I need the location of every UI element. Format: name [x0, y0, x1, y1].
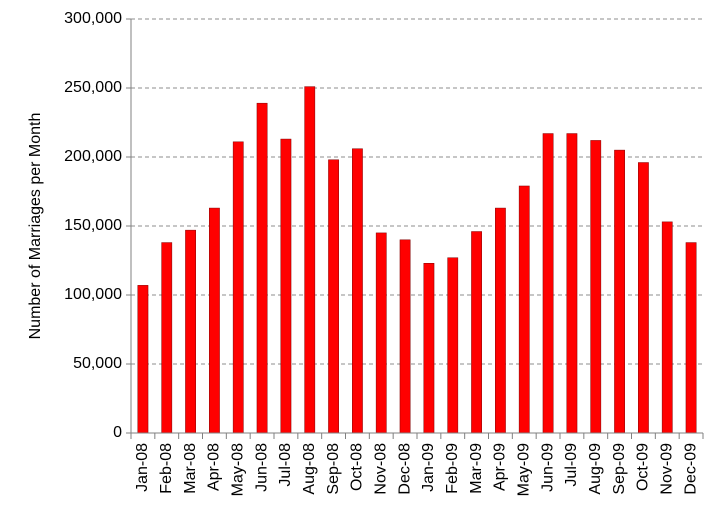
x-tick-label: Feb-08 — [158, 443, 175, 494]
x-tick-label: Sep-09 — [611, 443, 628, 495]
x-tick-label: Aug-08 — [301, 443, 318, 495]
y-tick-labels: 0 50,000 100,000 150,000 200,000 250,000 300,0… — [64, 10, 131, 441]
bar-apr-09 — [495, 207, 506, 434]
x-tick-label: Oct-09 — [635, 443, 652, 491]
bar-dec-08 — [399, 239, 411, 434]
y-tick-label: 100,000 — [64, 286, 122, 303]
bar-jul-08 — [280, 138, 292, 434]
bar-oct-09 — [638, 162, 649, 434]
bar-aug-09 — [590, 140, 602, 434]
bar-jul-09 — [566, 133, 578, 434]
x-tick-label: Apr-08 — [206, 443, 223, 491]
bar-may-09 — [518, 185, 530, 434]
bar-jan-09 — [423, 263, 435, 434]
x-tick-label: Jan-08 — [134, 443, 151, 492]
bar-feb-09 — [447, 257, 459, 434]
x-tick-label: Aug-09 — [587, 443, 604, 495]
bar-jan-08 — [137, 285, 149, 434]
x-tick-label: Jul-08 — [277, 443, 294, 487]
x-tick-label: Sep-08 — [325, 443, 342, 495]
y-tick-label: 150,000 — [64, 217, 122, 234]
bar-nov-08 — [375, 232, 387, 434]
x-tick-label: Nov-08 — [372, 443, 389, 495]
bar-mar-09 — [471, 231, 482, 434]
bar-sep-09 — [614, 149, 625, 434]
bars — [137, 86, 697, 434]
y-tick-label: 50,000 — [73, 355, 122, 372]
x-tick-labels: Jan-08 Feb-08 Mar-08 Apr-08 May-08 Jun-08 Jul-… — [130, 433, 704, 496]
x-tick-label: Jul-09 — [563, 443, 580, 487]
bar-aug-08 — [304, 86, 316, 434]
bar-jun-08 — [256, 102, 268, 434]
x-tick-label: Nov-09 — [658, 443, 675, 495]
y-tick-label: 250,000 — [64, 79, 122, 96]
x-tick-label: Dec-08 — [396, 443, 413, 495]
x-tick-label: Mar-08 — [182, 443, 199, 494]
bar-sep-08 — [328, 159, 339, 434]
gridlines — [131, 18, 703, 365]
x-tick-label: Mar-09 — [468, 443, 485, 494]
bar-may-08 — [232, 141, 244, 434]
x-tick-label: Jan-09 — [420, 443, 437, 492]
y-tick-label: 0 — [113, 424, 122, 441]
bar-oct-08 — [352, 148, 363, 434]
bar-nov-09 — [661, 221, 673, 434]
x-tick-label: Jun-09 — [539, 443, 556, 492]
bar-mar-08 — [185, 229, 196, 434]
y-tick-label: 300,000 — [64, 10, 122, 27]
bar-jun-09 — [542, 133, 554, 434]
x-tick-label: Feb-09 — [444, 443, 461, 494]
y-axis-title: Number of Marriages per Month — [27, 113, 44, 340]
bar-feb-08 — [161, 242, 173, 434]
x-tick-label: Jun-08 — [253, 443, 270, 492]
bar-dec-09 — [685, 242, 697, 434]
x-tick-label: Dec-09 — [682, 443, 699, 495]
y-tick-label: 200,000 — [64, 148, 122, 165]
x-tick-label: May-09 — [515, 443, 532, 496]
x-tick-label: Apr-09 — [492, 443, 509, 491]
x-tick-label: May-08 — [229, 443, 246, 496]
x-tick-label: Oct-08 — [349, 443, 366, 491]
bar-apr-08 — [209, 207, 220, 434]
